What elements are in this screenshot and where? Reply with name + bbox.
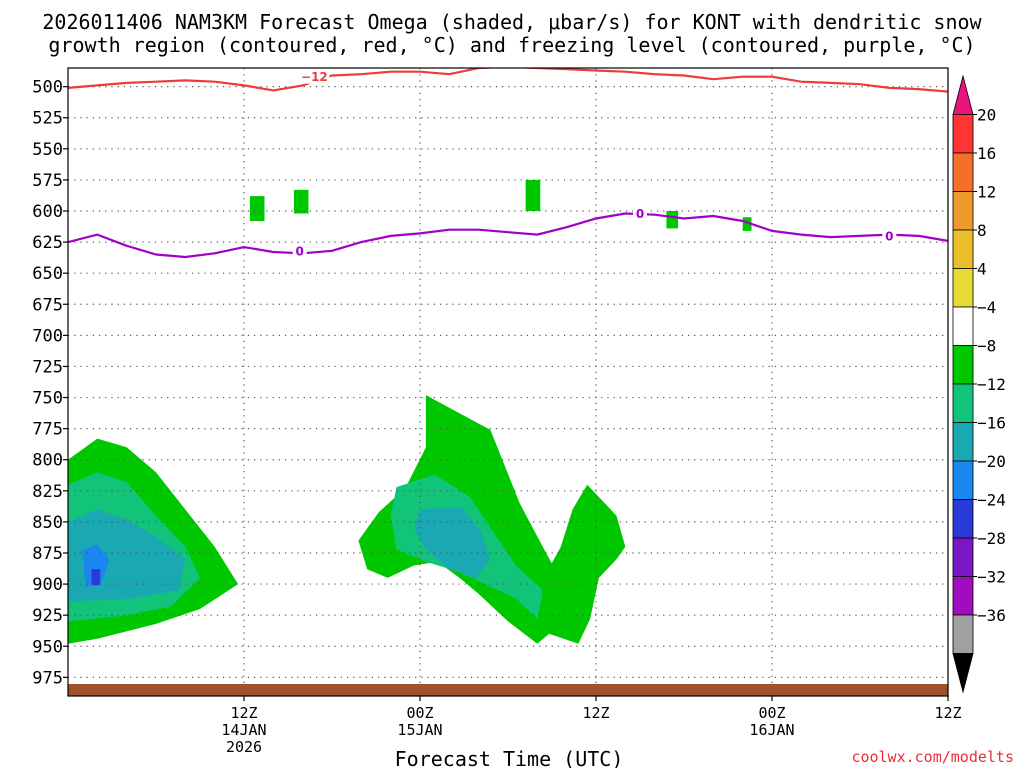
- y-tick-label-19: 975: [32, 668, 63, 688]
- x-tick-label-0-1: 14JAN: [221, 721, 266, 739]
- x-tick-label-3-0: 00Z: [758, 704, 785, 722]
- colorbar-swatch-4: [952, 229, 974, 269]
- chart-subtitle: growth region (contoured, red, °C) and f…: [48, 33, 975, 57]
- colorbar-swatch-6: [952, 306, 974, 346]
- colorbar-swatch-15: [952, 653, 974, 694]
- colorbar-swatch-12: [952, 537, 974, 577]
- y-tick-label-9: 725: [32, 357, 63, 377]
- y-tick-label-3: 575: [32, 171, 63, 191]
- x-tick-label-0-2: 2026: [226, 738, 262, 756]
- contour-label-1-0: 0: [296, 244, 304, 258]
- colorbar-label-4: 4: [977, 260, 987, 279]
- colorbar-swatch-7: [952, 345, 974, 385]
- y-tick-label-5: 625: [32, 233, 63, 253]
- x-tick-label-1-1: 15JAN: [397, 721, 442, 739]
- colorbar-swatch-5: [952, 268, 974, 308]
- colorbar-label-7: −12: [977, 375, 1006, 394]
- y-tick-label-6: 650: [32, 264, 63, 284]
- y-tick-label-1: 525: [32, 109, 63, 129]
- y-tick-label-10: 750: [32, 389, 63, 409]
- colorbar-label-5: −4: [977, 298, 996, 317]
- omega-region-4: [91, 569, 101, 586]
- y-tick-label-15: 875: [32, 544, 63, 564]
- colorbar-swatch-3: [952, 191, 974, 231]
- x-axis-label: Forecast Time (UTC): [395, 747, 624, 768]
- colorbar-swatch-11: [952, 499, 974, 539]
- contour-label-0-0: −12: [301, 70, 328, 84]
- omega-region-9: [249, 196, 265, 221]
- y-tick-label-11: 775: [32, 420, 63, 440]
- colorbar-label-3: 8: [977, 221, 987, 240]
- y-tick-label-13: 825: [32, 482, 63, 502]
- omega-region-3: [82, 544, 110, 588]
- colorbar-swatch-14: [952, 614, 974, 654]
- colorbar-label-12: −32: [977, 568, 1006, 587]
- y-tick-label-14: 850: [32, 513, 63, 533]
- omega-region-12: [666, 211, 679, 229]
- x-tick-label-4-0: 12Z: [934, 704, 961, 722]
- omega-region-11: [525, 179, 541, 211]
- colorbar-label-9: −20: [977, 452, 1006, 471]
- y-tick-label-4: 600: [32, 202, 63, 222]
- colorbar-swatch-1: [952, 114, 974, 154]
- colorbar-swatch-0: [952, 74, 974, 115]
- y-tick-label-18: 950: [32, 637, 63, 657]
- x-tick-label-3-1: 16JAN: [749, 721, 794, 739]
- contour-label-bg-0-0: [299, 69, 330, 84]
- omega-region-8: [540, 484, 626, 644]
- y-tick-label-2: 550: [32, 140, 63, 160]
- colorbar-legend: 20 16 12 8 4 −4 −8 −12 −16 −20 −24 −28 −32 −36: [952, 74, 1006, 694]
- contour-line-0: [68, 68, 948, 93]
- y-tick-label-12: 800: [32, 451, 63, 471]
- x-tick-label-1-0: 00Z: [406, 704, 433, 722]
- pressure-axis: 500 525 550 575 600 625 650 675 700 725 750 775 800 8…: [32, 78, 68, 688]
- y-tick-label-17: 925: [32, 606, 63, 626]
- colorbar-swatch-13: [952, 576, 974, 616]
- contour-label-bg-1-2: [882, 228, 897, 243]
- contour-label-bg-1-1: [633, 206, 647, 221]
- contour-line-1: [68, 212, 948, 259]
- y-tick-label-0: 500: [32, 78, 63, 98]
- colorbar-label-0: 20: [977, 106, 996, 125]
- contour-label-1-2: 0: [885, 229, 893, 243]
- contour-label-1-1: 0: [636, 207, 644, 221]
- colorbar-label-8: −16: [977, 414, 1006, 433]
- colorbar-swatch-10: [952, 460, 974, 500]
- colorbar-label-11: −28: [977, 529, 1006, 548]
- colorbar-swatch-2: [952, 152, 974, 192]
- credit-link[interactable]: coolwx.com/modelts: [851, 748, 1014, 766]
- omega-region-7: [414, 507, 491, 578]
- omega-shading-layer: [68, 179, 752, 644]
- chart-title: 2026011406 NAM3KM Forecast Omega (shaded…: [42, 10, 982, 34]
- omega-region-10: [293, 189, 309, 214]
- y-tick-label-7: 675: [32, 295, 63, 315]
- y-tick-label-16: 900: [32, 575, 63, 595]
- colorbar-swatch-8: [952, 383, 974, 423]
- y-tick-label-8: 700: [32, 326, 63, 346]
- plot-frame: [67, 67, 949, 697]
- ground-terrain: [68, 684, 948, 696]
- colorbar-label-10: −24: [977, 491, 1006, 510]
- x-tick-label-0-0: 12Z: [230, 704, 257, 722]
- x-tick-label-2-0: 12Z: [582, 704, 609, 722]
- colorbar-label-1: 16: [977, 144, 996, 163]
- colorbar-label-2: 12: [977, 183, 996, 202]
- colorbar-label-13: −36: [977, 606, 1006, 625]
- contour-label-bg-1-0: [292, 243, 307, 258]
- colorbar-label-6: −8: [977, 337, 996, 356]
- colorbar-swatch-9: [952, 422, 974, 462]
